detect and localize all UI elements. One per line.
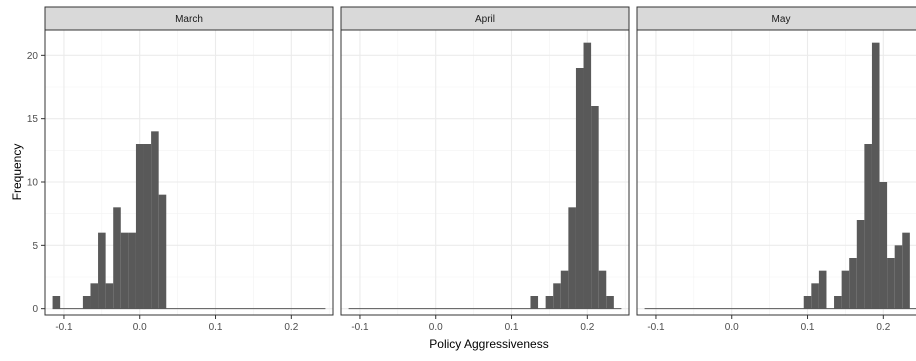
histogram-bar bbox=[591, 106, 599, 309]
histogram-bar bbox=[158, 194, 167, 309]
histogram-bars bbox=[52, 131, 167, 309]
panel-border bbox=[340, 29, 630, 316]
x-tick-label: -0.1 bbox=[55, 322, 73, 333]
histogram-bar bbox=[841, 270, 850, 309]
histogram-bar bbox=[560, 270, 569, 309]
x-tick-label: 0.1 bbox=[801, 322, 815, 333]
histogram-bar bbox=[879, 182, 888, 309]
histogram-bar bbox=[530, 296, 539, 309]
x-tick-label: -0.1 bbox=[647, 322, 665, 333]
histogram-bar bbox=[834, 296, 842, 309]
histogram-bar bbox=[803, 296, 812, 309]
histogram-bar bbox=[105, 283, 114, 309]
y-tick-label: 5 bbox=[32, 241, 38, 252]
x-tick-label: 0.2 bbox=[876, 322, 890, 333]
histogram-bar bbox=[98, 232, 106, 309]
x-tick-label: -0.1 bbox=[351, 322, 369, 333]
histogram-bar bbox=[902, 232, 910, 309]
histogram-bar bbox=[583, 42, 592, 309]
y-tick-label: 10 bbox=[27, 178, 39, 189]
facet-panels: March -0.1 0.0 0.1 0.2 April -0.1 0.0 0.1 0.2 May -… bbox=[44, 6, 916, 333]
histogram-bar bbox=[82, 296, 91, 309]
facet-panel-april: April -0.1 0.0 0.1 0.2 bbox=[340, 6, 630, 333]
x-tick-label: 0.2 bbox=[580, 322, 594, 333]
histogram-bar bbox=[811, 283, 819, 309]
x-tick-label: 0.0 bbox=[133, 322, 147, 333]
histogram-bar bbox=[553, 283, 561, 309]
plot-background bbox=[45, 30, 333, 315]
y-axis: 0 5 10 15 20 bbox=[27, 51, 45, 315]
histogram-bar bbox=[871, 42, 880, 309]
histogram-bar bbox=[151, 131, 159, 309]
y-tick-label: 20 bbox=[27, 51, 39, 62]
histogram-bar bbox=[849, 258, 857, 309]
y-tick-label: 0 bbox=[32, 304, 38, 315]
histogram-bar bbox=[575, 68, 584, 309]
histogram-bar bbox=[113, 207, 121, 309]
facet-strip-label: May bbox=[772, 14, 791, 25]
y-axis-title: Frequency bbox=[10, 144, 24, 201]
facet-strip-label: March bbox=[175, 14, 203, 25]
histogram-bar bbox=[135, 144, 144, 309]
histogram-bar bbox=[120, 232, 129, 309]
panel-border bbox=[44, 29, 334, 316]
facet-panel-march: March -0.1 0.0 0.1 0.2 bbox=[44, 6, 334, 333]
histogram-bar bbox=[545, 296, 554, 309]
histogram-bar bbox=[568, 207, 576, 309]
facet-panel-may: May -0.1 0.0 0.1 0.2 bbox=[636, 6, 916, 333]
histogram-bar bbox=[864, 144, 872, 309]
x-tick-label: 0.1 bbox=[209, 322, 223, 333]
x-tick-label: 0.0 bbox=[725, 322, 739, 333]
histogram-bars bbox=[803, 42, 910, 309]
histogram-bar bbox=[128, 232, 136, 309]
histogram-bar bbox=[894, 245, 903, 309]
histogram-bar bbox=[856, 220, 865, 309]
histogram-bar bbox=[90, 283, 99, 309]
x-axis-title: Policy Aggressiveness bbox=[429, 337, 548, 351]
histogram-bar bbox=[887, 258, 895, 309]
histogram-bars bbox=[530, 42, 614, 309]
x-tick-label: 0.2 bbox=[284, 322, 298, 333]
x-tick-label: 0.1 bbox=[505, 322, 519, 333]
histogram-bar bbox=[52, 296, 61, 309]
histogram-bar bbox=[818, 270, 827, 309]
panel-border bbox=[636, 29, 916, 316]
facet-strip-label: April bbox=[475, 14, 495, 25]
histogram-bar bbox=[598, 270, 607, 309]
x-tick-label: 0.0 bbox=[429, 322, 443, 333]
histogram-bar bbox=[606, 296, 614, 309]
histogram-bar bbox=[143, 144, 152, 309]
y-tick-label: 15 bbox=[27, 114, 39, 125]
